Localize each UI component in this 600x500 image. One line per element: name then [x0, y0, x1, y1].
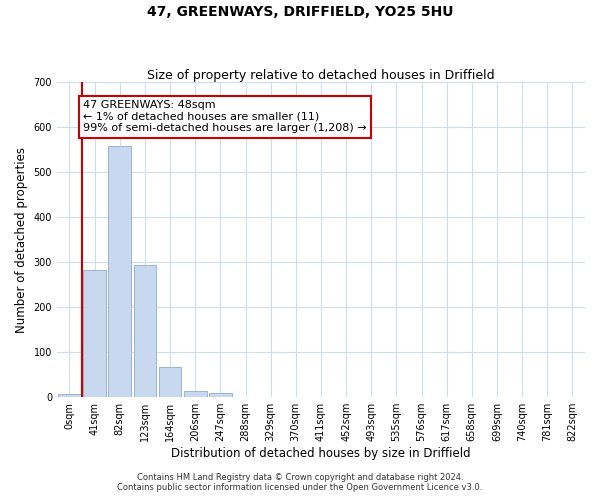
Bar [109, 146, 131, 397]
Text: 47 GREENWAYS: 48sqm
← 1% of detached houses are smaller (11)
99% of semi-detache: 47 GREENWAYS: 48sqm ← 1% of detached hou… [83, 100, 367, 133]
Bar [159, 366, 181, 397]
Bar [209, 392, 232, 397]
Text: Contains HM Land Registry data © Crown copyright and database right 2024.
Contai: Contains HM Land Registry data © Crown c… [118, 473, 482, 492]
Bar [134, 266, 156, 397]
Title: Size of property relative to detached houses in Driffield: Size of property relative to detached ho… [147, 69, 495, 82]
Y-axis label: Number of detached properties: Number of detached properties [15, 146, 28, 332]
Bar [58, 394, 81, 397]
X-axis label: Distribution of detached houses by size in Driffield: Distribution of detached houses by size … [171, 447, 471, 460]
Bar [184, 392, 206, 397]
Bar [83, 270, 106, 397]
Text: 47, GREENWAYS, DRIFFIELD, YO25 5HU: 47, GREENWAYS, DRIFFIELD, YO25 5HU [147, 5, 453, 19]
